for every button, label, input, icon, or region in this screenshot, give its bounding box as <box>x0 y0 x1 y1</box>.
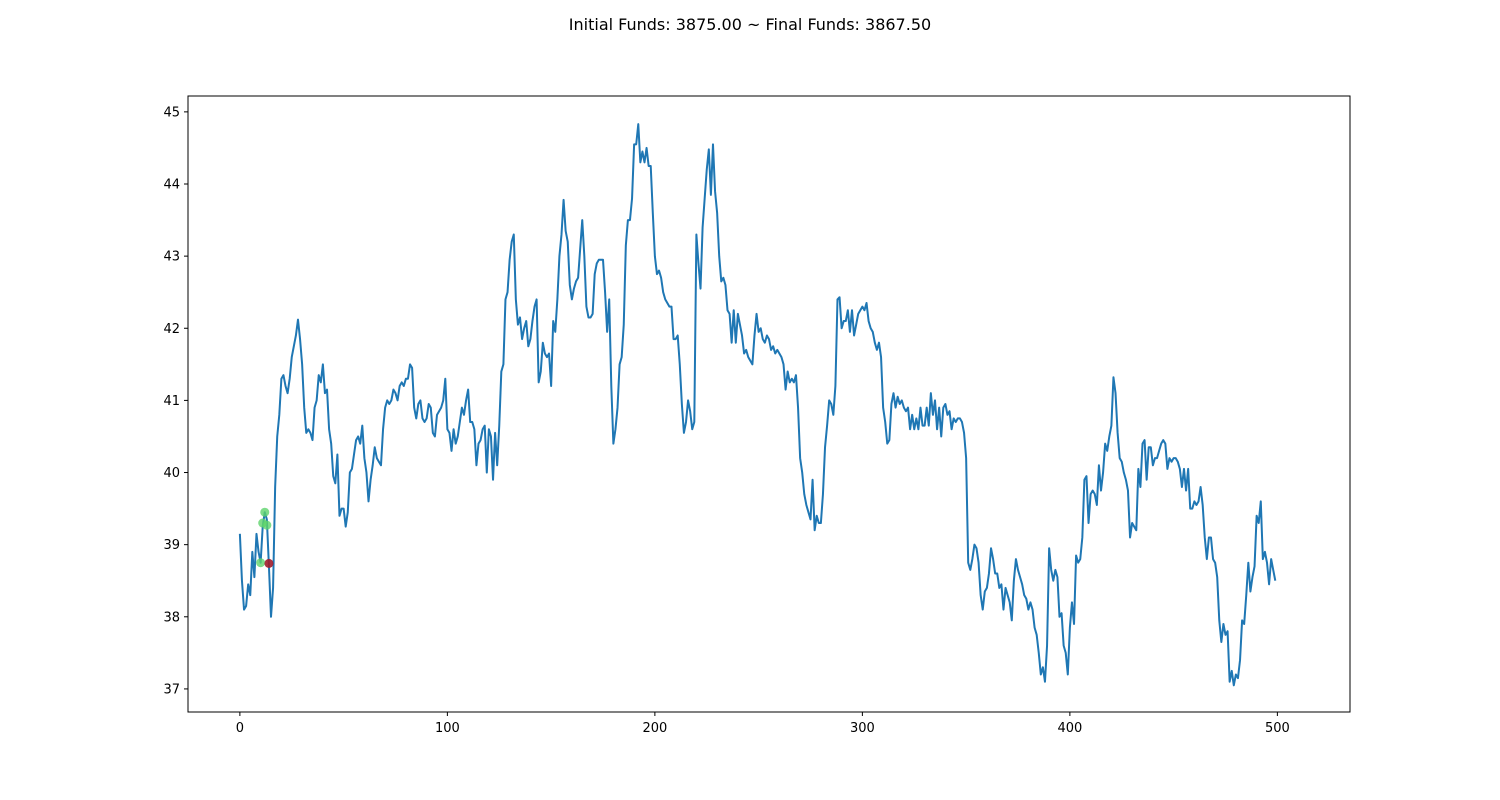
y-tick-label: 37 <box>163 682 180 697</box>
y-tick-label: 42 <box>163 322 180 337</box>
x-tick-label: 500 <box>1265 721 1290 736</box>
y-tick-label: 43 <box>163 250 180 265</box>
x-tick-label: 100 <box>435 721 460 736</box>
y-tick-label: 38 <box>163 610 180 625</box>
x-tick-label: 200 <box>642 721 667 736</box>
y-tick-label: 39 <box>163 538 180 553</box>
series-line <box>238 123 1277 687</box>
x-tick-label: 0 <box>236 721 244 736</box>
buy-marker <box>256 558 266 568</box>
y-tick-label: 41 <box>163 394 180 409</box>
chart-title: Initial Funds: 3875.00 ~ Final Funds: 38… <box>569 15 931 34</box>
y-tick-label: 45 <box>163 105 180 120</box>
y-axis: 37 38 39 40 41 42 43 44 45 <box>163 105 188 697</box>
sell-marker <box>264 558 274 568</box>
buy-marker <box>262 520 272 530</box>
plot-area: 37 38 39 40 41 42 43 44 45 0 100 200 300 400 500 <box>163 95 1351 736</box>
x-axis: 0 100 200 300 400 500 <box>236 712 1290 736</box>
axes-frame <box>187 95 1351 713</box>
x-tick-label: 300 <box>850 721 875 736</box>
trade-markers <box>256 507 274 568</box>
buy-marker <box>260 507 270 517</box>
y-tick-label: 44 <box>163 178 180 193</box>
x-tick-label: 400 <box>1057 721 1082 736</box>
y-tick-label: 40 <box>163 466 180 481</box>
